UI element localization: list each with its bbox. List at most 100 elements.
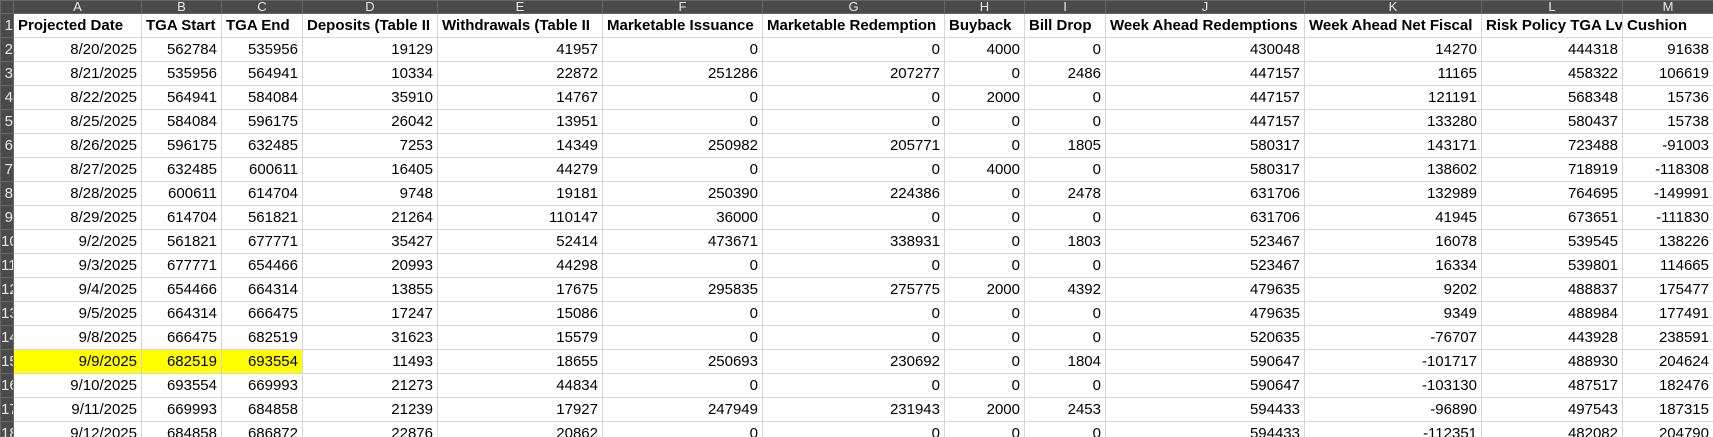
row-number[interactable]: 11 (0, 253, 14, 278)
cell[interactable]: 15579 (437, 325, 603, 350)
cell[interactable]: 2000 (944, 277, 1025, 302)
column-letter[interactable]: A (13, 0, 142, 14)
cell[interactable]: 17247 (302, 301, 438, 326)
cell[interactable]: 666475 (141, 325, 222, 350)
cell[interactable]: 447157 (1105, 109, 1305, 134)
cell[interactable]: 0 (762, 325, 945, 350)
cell[interactable]: 31623 (302, 325, 438, 350)
cell[interactable]: 11165 (1304, 61, 1482, 86)
row-number[interactable]: 7 (0, 157, 14, 182)
cell[interactable]: 693554 (141, 373, 222, 398)
cell[interactable]: 132989 (1304, 181, 1482, 206)
cell[interactable]: 590647 (1105, 349, 1305, 374)
cell[interactable]: 2453 (1024, 397, 1106, 422)
header-cell[interactable]: Marketable Redemption (762, 13, 945, 38)
cell[interactable]: 0 (944, 109, 1025, 134)
row-number[interactable]: 1 (0, 13, 14, 38)
cell[interactable]: 231943 (762, 397, 945, 422)
cell[interactable]: 430048 (1105, 37, 1305, 62)
cell[interactable]: 0 (944, 349, 1025, 374)
cell[interactable]: 580437 (1481, 109, 1623, 134)
cell[interactable]: 138602 (1304, 157, 1482, 182)
cell[interactable]: 561821 (141, 229, 222, 254)
cell[interactable]: 44279 (437, 157, 603, 182)
cell[interactable]: -111830 (1622, 205, 1713, 230)
row-number[interactable]: 13 (0, 301, 14, 326)
cell[interactable]: 0 (762, 421, 945, 437)
cell[interactable]: 482082 (1481, 421, 1623, 437)
cell[interactable]: -101717 (1304, 349, 1482, 374)
cell[interactable]: 295835 (602, 277, 763, 302)
cell[interactable]: 224386 (762, 181, 945, 206)
cell[interactable]: 8/26/2025 (13, 133, 142, 158)
cell[interactable]: 9/12/2025 (13, 421, 142, 437)
cell[interactable]: 444318 (1481, 37, 1623, 62)
header-cell[interactable]: Risk Policy TGA Lvl (1481, 13, 1623, 38)
cell[interactable]: 13855 (302, 277, 438, 302)
cell[interactable]: 682519 (141, 349, 222, 374)
cell[interactable]: -118308 (1622, 157, 1713, 182)
cell[interactable]: 16078 (1304, 229, 1482, 254)
column-letter[interactable]: J (1105, 0, 1305, 14)
cell[interactable]: 0 (944, 253, 1025, 278)
cell[interactable]: 9/8/2025 (13, 325, 142, 350)
cell[interactable]: 26042 (302, 109, 438, 134)
cell[interactable]: 18655 (437, 349, 603, 374)
cell[interactable]: 21239 (302, 397, 438, 422)
cell[interactable]: 52414 (437, 229, 603, 254)
cell[interactable]: 16334 (1304, 253, 1482, 278)
cell[interactable]: 669993 (141, 397, 222, 422)
cell[interactable]: 677771 (221, 229, 303, 254)
cell[interactable]: 9748 (302, 181, 438, 206)
cell[interactable]: 44834 (437, 373, 603, 398)
cell[interactable]: 20862 (437, 421, 603, 437)
cell[interactable]: 0 (762, 37, 945, 62)
row-number[interactable]: 9 (0, 205, 14, 230)
cell[interactable]: 447157 (1105, 85, 1305, 110)
cell[interactable]: 15736 (1622, 85, 1713, 110)
cell[interactable]: 1803 (1024, 229, 1106, 254)
cell[interactable]: 523467 (1105, 253, 1305, 278)
cell[interactable]: 204624 (1622, 349, 1713, 374)
cell[interactable]: 14767 (437, 85, 603, 110)
cell[interactable]: 539801 (1481, 253, 1623, 278)
cell[interactable]: 497543 (1481, 397, 1623, 422)
cell[interactable]: 9/11/2025 (13, 397, 142, 422)
cell[interactable]: 0 (602, 421, 763, 437)
cell[interactable]: 250693 (602, 349, 763, 374)
cell[interactable]: 11493 (302, 349, 438, 374)
column-letter[interactable]: K (1304, 0, 1482, 14)
cell[interactable]: 600611 (221, 157, 303, 182)
cell[interactable]: 9/4/2025 (13, 277, 142, 302)
header-cell[interactable]: TGA End (221, 13, 303, 38)
cell[interactable]: 718919 (1481, 157, 1623, 182)
cell[interactable]: 9/9/2025 (13, 349, 142, 374)
cell[interactable]: 17675 (437, 277, 603, 302)
cell[interactable]: 520635 (1105, 325, 1305, 350)
cell[interactable]: 8/22/2025 (13, 85, 142, 110)
cell[interactable]: 0 (1024, 373, 1106, 398)
cell[interactable]: 2478 (1024, 181, 1106, 206)
column-letter[interactable]: M (1622, 0, 1713, 14)
cell[interactable]: 35427 (302, 229, 438, 254)
cell[interactable]: 106619 (1622, 61, 1713, 86)
cell[interactable]: 458322 (1481, 61, 1623, 86)
cell[interactable]: 594433 (1105, 421, 1305, 437)
cell[interactable]: 723488 (1481, 133, 1623, 158)
cell[interactable]: 632485 (221, 133, 303, 158)
cell[interactable]: 13951 (437, 109, 603, 134)
cell[interactable]: 0 (602, 253, 763, 278)
cell[interactable]: 15086 (437, 301, 603, 326)
cell[interactable]: 9/3/2025 (13, 253, 142, 278)
cell[interactable]: 230692 (762, 349, 945, 374)
cell[interactable]: 693554 (221, 349, 303, 374)
cell[interactable]: 488930 (1481, 349, 1623, 374)
row-number[interactable]: 12 (0, 277, 14, 302)
cell[interactable]: 0 (762, 253, 945, 278)
cell[interactable]: 8/28/2025 (13, 181, 142, 206)
cell[interactable]: 35910 (302, 85, 438, 110)
cell[interactable]: 9/5/2025 (13, 301, 142, 326)
column-letter[interactable]: C (221, 0, 303, 14)
cell[interactable]: 580317 (1105, 157, 1305, 182)
cell[interactable]: 205771 (762, 133, 945, 158)
